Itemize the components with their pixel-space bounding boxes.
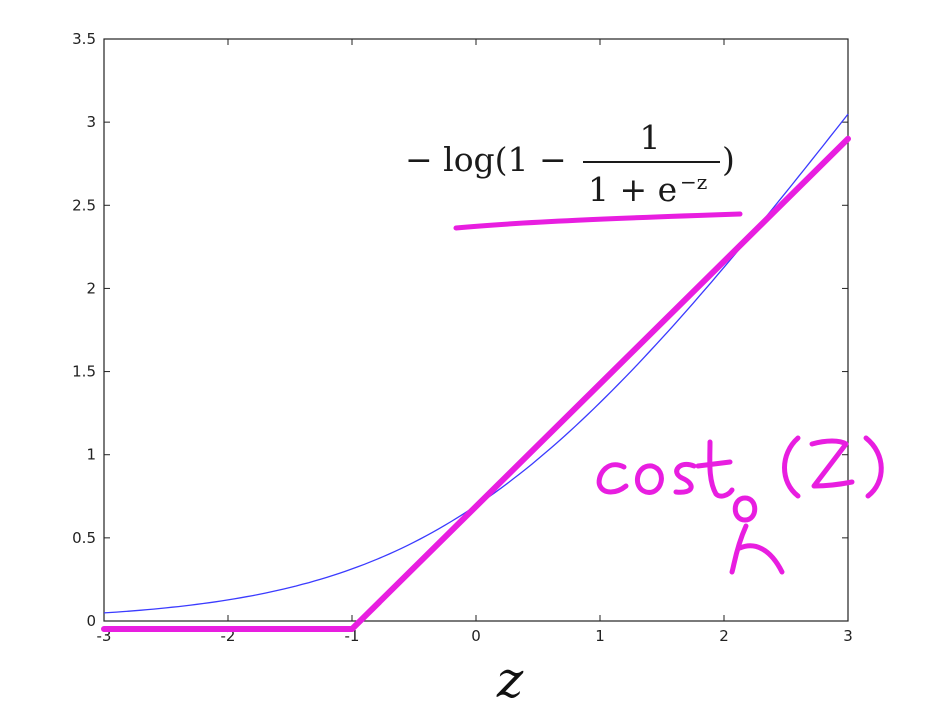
y-tick-label: 3: [86, 113, 96, 131]
y-tick-label: 3.5: [72, 30, 96, 48]
formula-suffix: ): [722, 140, 735, 179]
y-tick-label: 2: [86, 279, 96, 297]
formula-underline: [453, 211, 743, 231]
formula-denominator-exponent: −z: [680, 170, 707, 194]
x-axis-label: z: [496, 651, 524, 709]
plot-area: [103, 38, 849, 622]
formula-numerator: 1: [640, 118, 661, 157]
series-cost0-curve: [101, 135, 851, 632]
formula-denominator: 1 + e: [588, 170, 677, 209]
y-tick-label: 0: [86, 612, 96, 630]
y-tick-label: 0.5: [72, 529, 96, 547]
y-tick-label: 1: [86, 446, 96, 464]
formula-prefix: − log(1 −: [405, 140, 567, 179]
y-axis-ticks: 0 0.5 1 1.5 2 2.5 3 3.5: [72, 30, 848, 630]
y-tick-label: 2.5: [72, 196, 96, 214]
x-tick-label: 1: [595, 627, 605, 645]
x-tick-label: 2: [719, 627, 729, 645]
x-tick-label: 0: [471, 627, 481, 645]
x-tick-label: 3: [843, 627, 853, 645]
handwritten-cost0-label: [596, 435, 884, 575]
formula-annotation: − log(1 − 1 1 + e −z ): [405, 118, 735, 209]
y-tick-label: 1.5: [72, 363, 96, 381]
